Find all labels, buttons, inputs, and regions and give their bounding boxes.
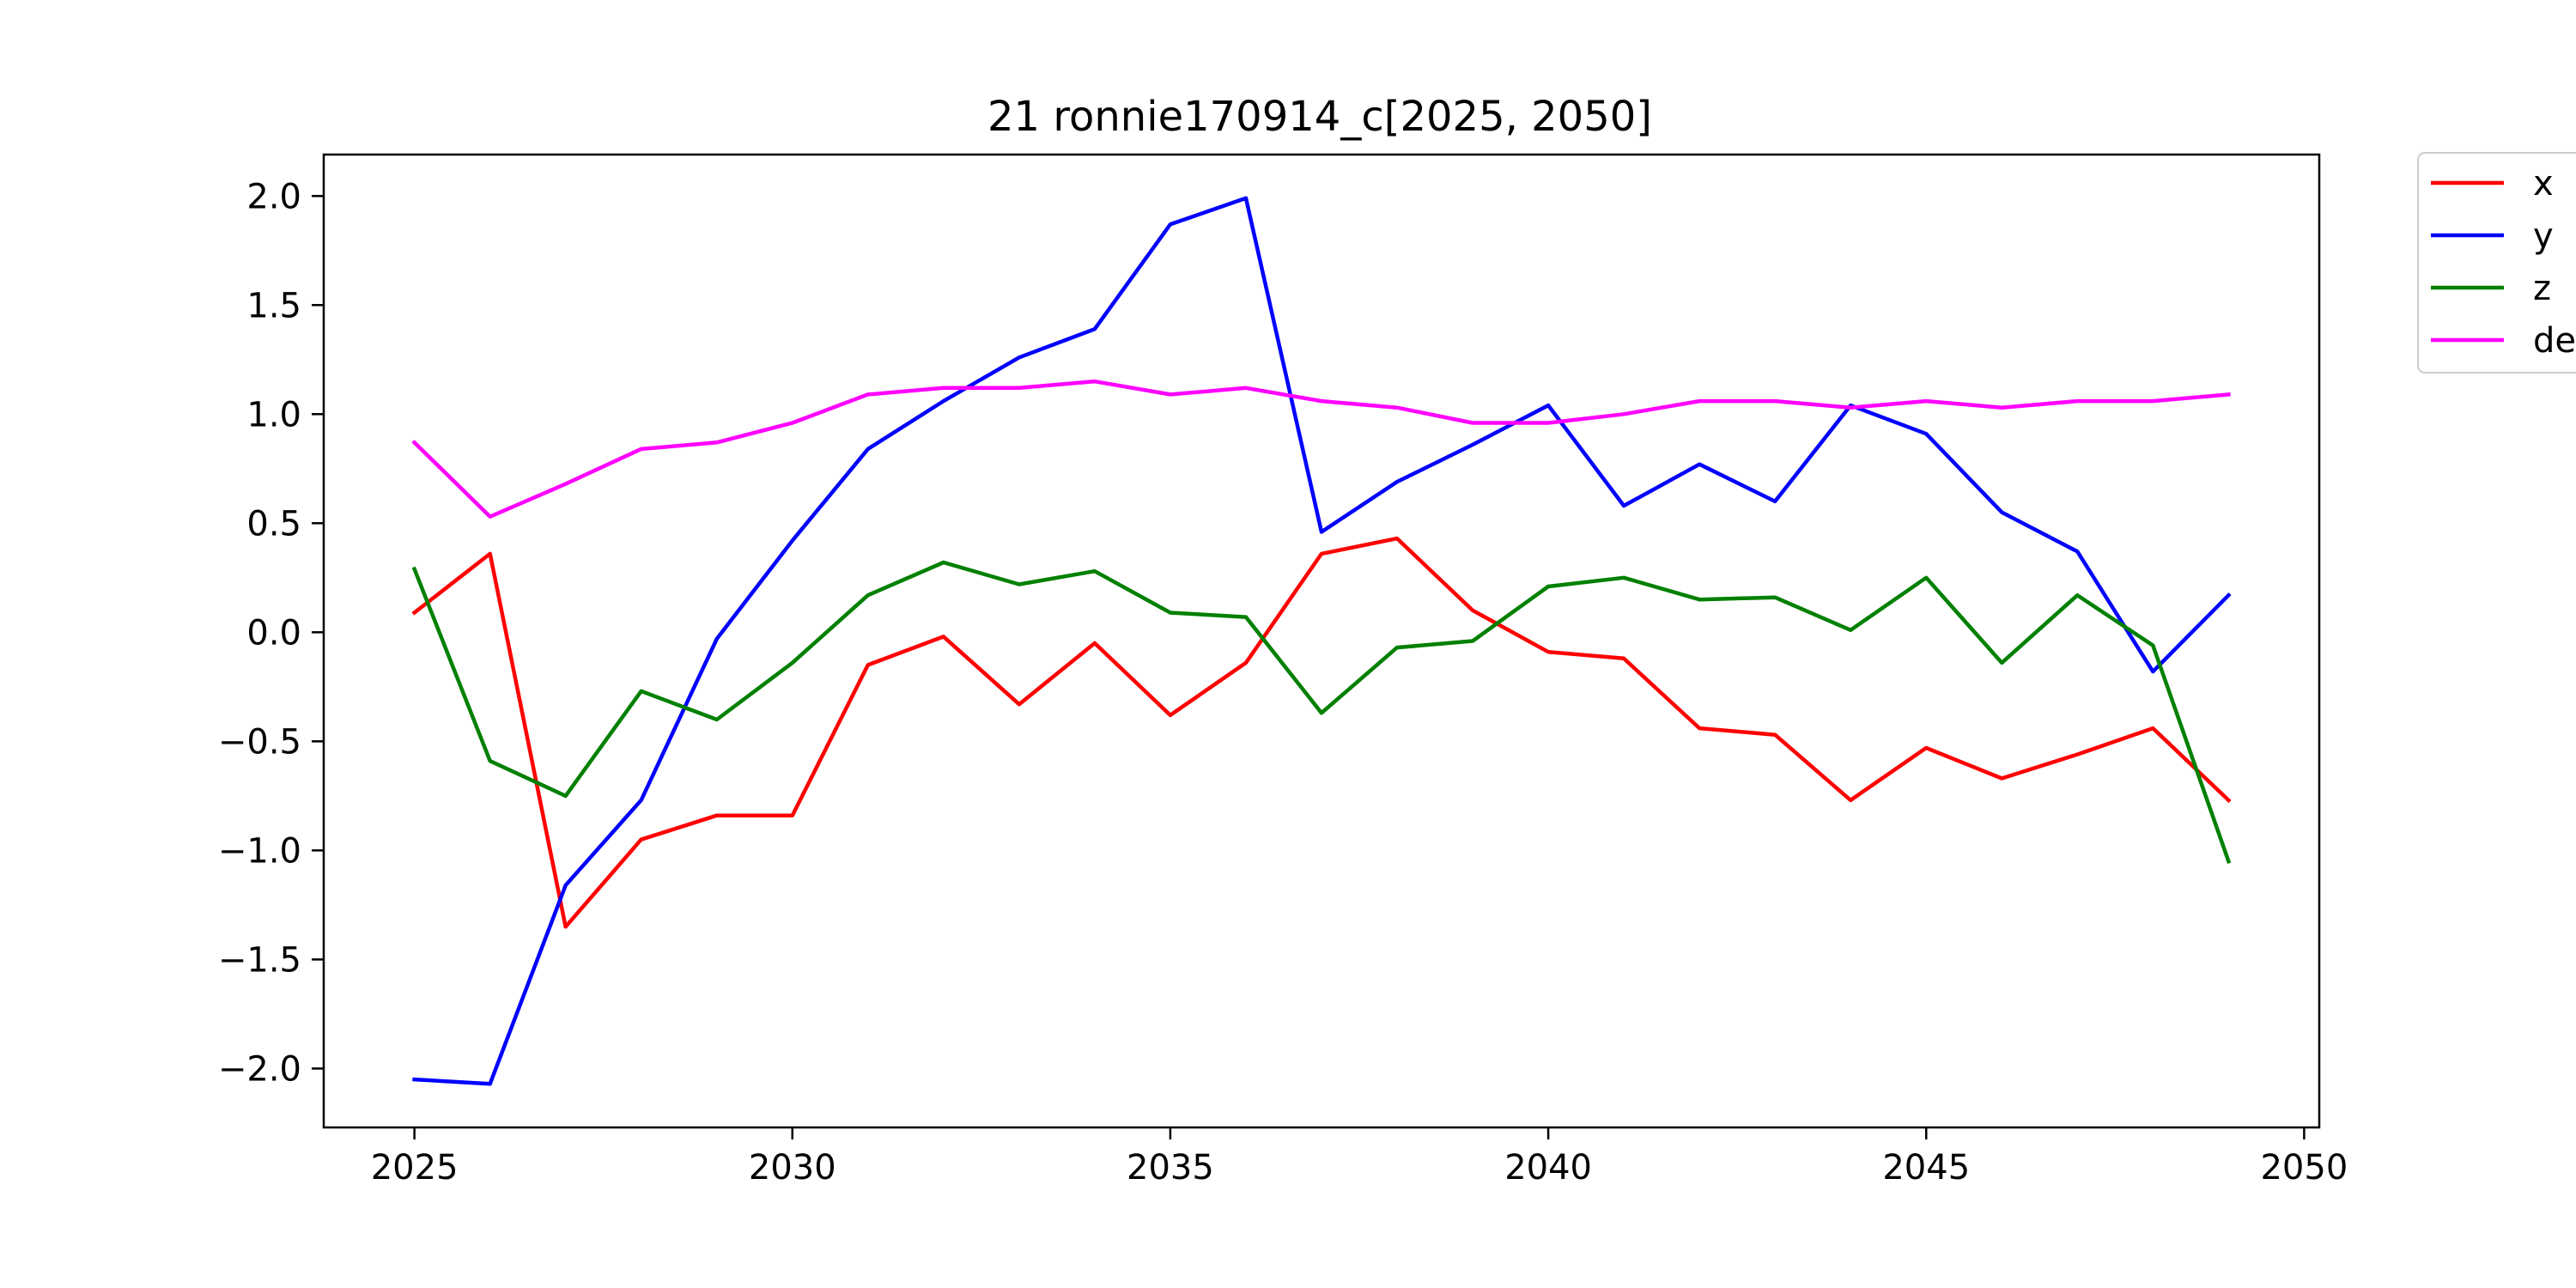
legend-label-z: z	[2533, 269, 2551, 308]
legend-label-de: de	[2533, 321, 2576, 361]
series-line-y	[412, 196, 2232, 1086]
y-axis: 2.0 1.5 1.0 0.5 0.0 −0.5 −1.0 −1.5 −2.0	[218, 177, 324, 1089]
x-tick-label: 2045	[1882, 1148, 1970, 1188]
y-tick-label: −1.0	[218, 831, 301, 871]
x-tick-label: 2030	[749, 1148, 836, 1188]
y-tick-label: 0.0	[246, 613, 301, 653]
y-tick-label: 2.0	[246, 177, 301, 216]
y-tick-label: −1.5	[218, 940, 301, 980]
plot-frame	[322, 153, 2321, 1129]
x-tick-label: 2050	[2260, 1148, 2348, 1188]
x-tick-label: 2025	[371, 1148, 459, 1188]
chart-title: 21 ronnie170914_c[2025, 2050]	[987, 93, 1652, 141]
x-axis: 2025 2030 2035 2040 2045 2050	[371, 1127, 2348, 1188]
legend-label-x: x	[2533, 164, 2554, 204]
series-line-de	[411, 379, 2231, 519]
legend-label-y: y	[2533, 216, 2554, 256]
y-tick-label: −0.5	[218, 722, 301, 762]
series-line-z	[411, 560, 2232, 864]
x-tick-label: 2040	[1504, 1148, 1592, 1188]
x-tick-label: 2035	[1127, 1148, 1214, 1188]
series-layer	[411, 196, 2232, 1086]
y-tick-label: 1.0	[246, 395, 301, 434]
legend-box	[2417, 152, 2576, 374]
series-line-x	[411, 536, 2232, 929]
y-tick-label: 1.5	[246, 286, 301, 325]
legend: xyz de	[2417, 152, 2576, 374]
y-tick-label: −2.0	[218, 1049, 301, 1089]
y-tick-label: 0.5	[246, 504, 301, 544]
